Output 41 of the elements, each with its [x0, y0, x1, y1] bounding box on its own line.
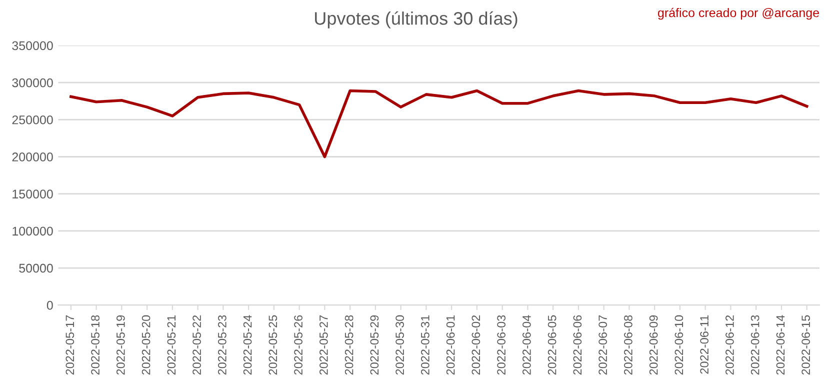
x-tick-label: 2022-06-12 — [726, 315, 734, 375]
x-tick-label: 2022-05-23 — [218, 315, 226, 375]
x-tick-label: 2022-06-08 — [624, 315, 632, 375]
y-tick-label: 100000 — [12, 226, 53, 236]
x-tick-label: 2022-05-28 — [344, 315, 354, 375]
x-tick-label: 2022-06-09 — [649, 315, 658, 375]
x-tick-label: 2022-05-24 — [243, 315, 252, 375]
x-tick-label: 2022-06-14 — [776, 315, 785, 375]
x-tick-label: 2022-05-25 — [268, 315, 278, 375]
x-tick-label: 2022-06-02 — [472, 315, 480, 375]
y-tick-label: 350000 — [12, 41, 53, 50]
x-tick-label: 2022-06-15 — [802, 315, 810, 375]
x-tick-label: 2022-06-13 — [750, 315, 760, 375]
chart-title: Upvotes (últimos 30 días) — [315, 11, 518, 28]
x-tick-label: 2022-05-22 — [192, 315, 201, 375]
x-tick-label: 2022-05-20 — [142, 315, 150, 375]
x-tick-label: 2022-05-26 — [294, 315, 302, 375]
x-tick-label: 2022-05-19 — [116, 315, 125, 375]
x-tick-label: 2022-06-03 — [497, 315, 506, 375]
x-tick-label: 2022-06-06 — [573, 315, 582, 375]
x-tick-label: 2022-05-27 — [319, 315, 328, 375]
x-tick-label: 2022-06-10 — [674, 315, 684, 375]
y-tick-label: 150000 — [12, 190, 53, 198]
x-tick-label: 2022-06-11 — [700, 315, 708, 374]
x-tick-label: 2022-05-17 — [66, 315, 74, 375]
x-tick-label: 2022-05-29 — [370, 315, 379, 375]
y-tick-label: 300000 — [12, 78, 53, 88]
text: gráfico creado por @arcange — [658, 8, 819, 20]
x-tick-label: 2022-06-01 — [446, 315, 455, 375]
y-tick-label: 250000 — [12, 115, 53, 124]
y-tick-label: 0 — [46, 300, 53, 310]
y-tick-label: 50000 — [19, 264, 53, 273]
x-tick-label: 2022-05-18 — [91, 315, 100, 375]
x-tick-label: 2022-06-04 — [522, 315, 531, 375]
x-tick-label: 2022-06-05 — [548, 315, 556, 375]
y-tick-label: 200000 — [12, 152, 53, 162]
x-tick-label: 2022-05-31 — [421, 315, 430, 375]
x-tick-label: 2022-06-07 — [598, 315, 607, 375]
line-series — [70, 89, 808, 158]
x-tick-label: 2022-05-21 — [167, 315, 176, 375]
x-tick-label: 2022-05-30 — [396, 315, 404, 375]
